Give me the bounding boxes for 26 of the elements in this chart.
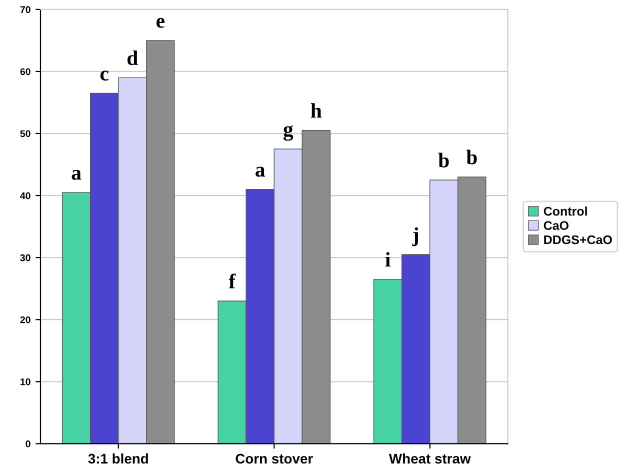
y-tick-label: 50	[20, 130, 30, 138]
annotation: d	[127, 50, 138, 66]
annotation: j	[412, 227, 418, 246]
y-tick-label: 20	[20, 316, 30, 324]
y-tick-label: 30	[20, 254, 30, 262]
x-tick-label: 3:1 blend	[88, 453, 148, 464]
y-tick-label: 70	[20, 6, 30, 14]
y-tick-label: 10	[20, 378, 30, 386]
x-tick-label: Corn stover	[236, 454, 313, 464]
annotation: c	[100, 70, 108, 81]
annotation: f	[228, 274, 236, 288]
y-tick-label: 40	[20, 192, 30, 200]
legend-label: DDGS+CaO	[544, 235, 612, 244]
annotation: e	[156, 18, 165, 28]
annotation: b	[438, 152, 449, 168]
annotation: g	[283, 125, 294, 141]
annotation: a	[256, 166, 265, 177]
annotation: i	[385, 252, 390, 267]
legend-label: CaO	[544, 221, 569, 230]
annotation: h	[310, 103, 322, 118]
y-tick-label: 60	[20, 68, 30, 76]
annotation: b	[466, 150, 477, 164]
legend-label: Control	[544, 206, 587, 216]
x-tick-label: Wheat straw	[388, 453, 471, 464]
annotation: a	[72, 170, 82, 180]
y-tick-label: 0	[26, 440, 30, 448]
